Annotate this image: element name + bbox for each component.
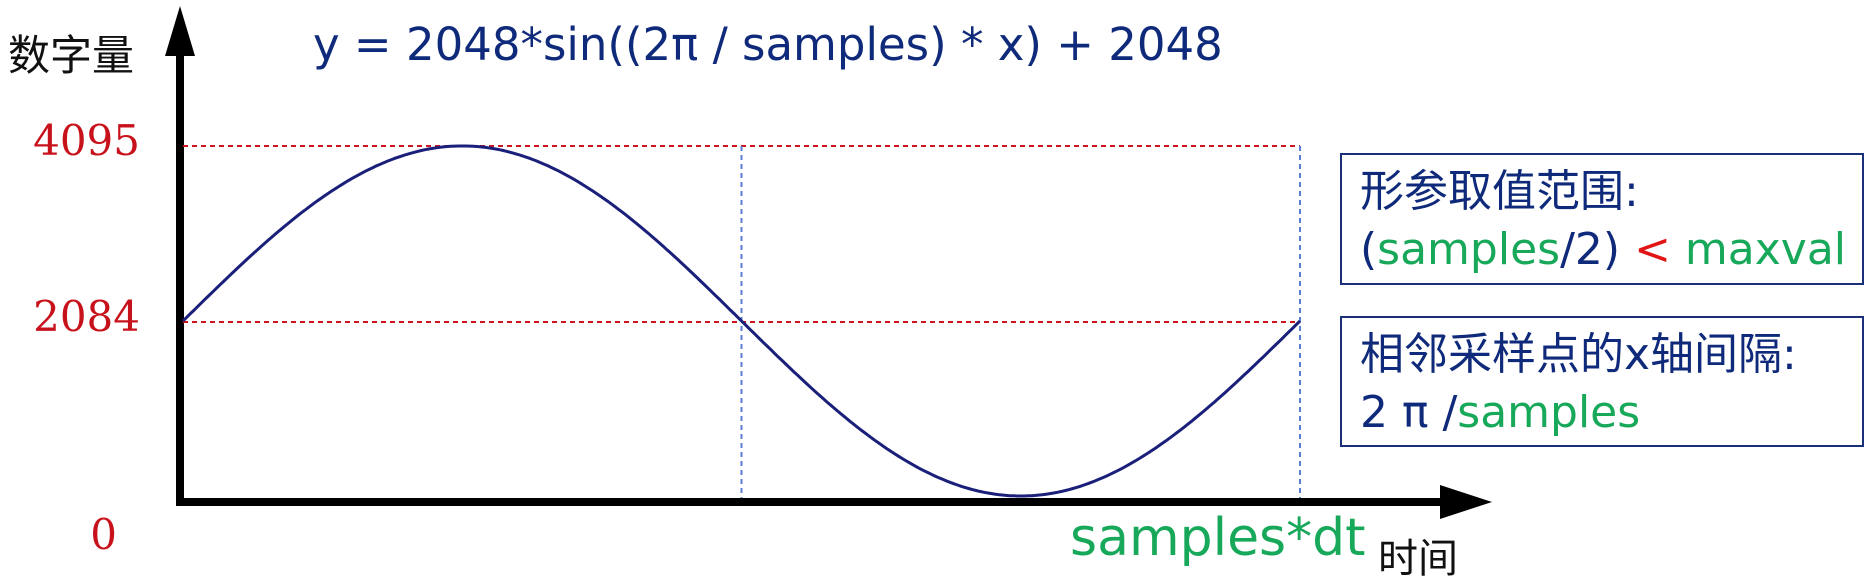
y-axis-arrow [165,6,195,56]
two-pi-term: 2 π / [1360,387,1458,438]
open-paren: ( [1360,224,1378,275]
x-axis-arrow [1440,485,1492,519]
x-end-label: samples*dt [1070,508,1366,568]
samples-term: samples [1377,224,1561,275]
samples-term: samples [1457,387,1641,438]
param-range-title: 形参取值范围: [1360,166,1639,217]
sample-spacing-box: 相邻采样点的x轴间隔: 2 π /samples [1340,316,1864,447]
y-tick-2084: 2084 [33,292,140,341]
sample-spacing-title: 相邻采样点的x轴间隔: [1360,329,1797,380]
formula: y = 2048*sin((2π / samples) * x) + 2048 [313,18,1223,71]
param-range-box: 形参取值范围: (samples/2) < maxval [1340,153,1864,285]
x-axis-label: 时间 [1378,536,1458,582]
param-range-expression: (samples/2) < maxval [1360,221,1847,279]
y-tick-0: 0 [90,510,117,559]
y-axis-label: 数字量 [8,31,135,80]
maxval-term: maxval [1670,224,1847,275]
over-two-term: /2) [1560,224,1635,275]
sine-diagram [165,6,1492,519]
sample-spacing-expression: 2 π /samples [1360,384,1844,442]
axes [165,6,1492,519]
sine-curve [181,144,1302,498]
less-than-sign: < [1634,224,1671,275]
y-tick-4095: 4095 [33,116,140,165]
